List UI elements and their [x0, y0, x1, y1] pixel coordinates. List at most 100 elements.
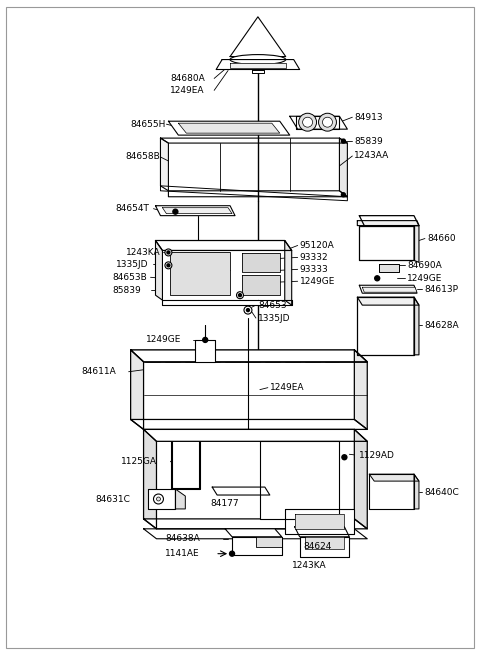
Polygon shape [295, 514, 344, 529]
Polygon shape [357, 297, 419, 305]
Polygon shape [156, 240, 292, 250]
Text: 84653B: 84653B [113, 272, 147, 282]
Polygon shape [354, 430, 367, 529]
Polygon shape [357, 297, 414, 355]
Circle shape [302, 117, 312, 127]
Polygon shape [212, 487, 270, 495]
Circle shape [165, 249, 172, 256]
Text: 84660: 84660 [427, 234, 456, 243]
Polygon shape [162, 208, 232, 214]
Polygon shape [168, 121, 290, 135]
Text: 1141AE: 1141AE [166, 549, 200, 558]
Polygon shape [260, 441, 339, 519]
Text: 84638A: 84638A [166, 534, 200, 543]
Circle shape [156, 497, 160, 501]
Polygon shape [225, 529, 282, 537]
Polygon shape [175, 489, 185, 509]
Text: 1249GE: 1249GE [145, 335, 181, 345]
Circle shape [246, 309, 250, 312]
Polygon shape [296, 116, 339, 129]
Circle shape [341, 193, 346, 196]
Circle shape [229, 552, 235, 556]
Text: 85839: 85839 [113, 286, 142, 295]
Text: 84624: 84624 [303, 542, 332, 552]
Polygon shape [360, 225, 414, 261]
Polygon shape [242, 253, 280, 272]
Text: 1129AD: 1129AD [360, 451, 395, 460]
Polygon shape [369, 474, 414, 509]
Ellipse shape [230, 54, 286, 65]
Text: 85839: 85839 [354, 137, 383, 145]
Polygon shape [144, 430, 156, 529]
Polygon shape [362, 288, 417, 292]
Text: 84613P: 84613P [424, 285, 458, 293]
Polygon shape [168, 191, 348, 196]
Circle shape [341, 139, 346, 143]
Polygon shape [170, 252, 230, 295]
Text: 84913: 84913 [354, 113, 383, 122]
Polygon shape [160, 186, 348, 200]
Circle shape [342, 455, 347, 460]
Polygon shape [144, 519, 367, 529]
Text: 1335JD: 1335JD [116, 260, 148, 269]
Polygon shape [162, 300, 292, 305]
Polygon shape [357, 221, 419, 225]
Text: 1243KA: 1243KA [126, 248, 160, 257]
Polygon shape [232, 537, 282, 555]
Polygon shape [216, 60, 300, 69]
Circle shape [239, 293, 241, 297]
Polygon shape [252, 69, 264, 73]
Circle shape [244, 306, 252, 314]
Text: 1249GE: 1249GE [300, 277, 335, 286]
Polygon shape [360, 215, 419, 225]
Circle shape [167, 251, 170, 254]
Text: 84655H: 84655H [131, 120, 166, 128]
Circle shape [299, 113, 316, 131]
Polygon shape [242, 275, 280, 295]
Circle shape [154, 494, 164, 504]
Polygon shape [160, 138, 168, 191]
Text: 84653: 84653 [258, 301, 287, 310]
Text: 1243AA: 1243AA [354, 151, 390, 160]
Polygon shape [179, 123, 280, 133]
Polygon shape [300, 537, 349, 557]
Text: 84177: 84177 [211, 500, 240, 508]
Text: 93332: 93332 [300, 253, 328, 262]
Polygon shape [131, 350, 144, 430]
Polygon shape [156, 240, 162, 300]
Polygon shape [147, 489, 175, 509]
Circle shape [323, 117, 333, 127]
Polygon shape [295, 527, 349, 537]
Polygon shape [285, 509, 354, 534]
Text: 84680A: 84680A [170, 74, 205, 83]
Polygon shape [160, 138, 348, 143]
Polygon shape [290, 116, 348, 129]
Text: 84690A: 84690A [407, 261, 442, 270]
Text: 1249EA: 1249EA [270, 383, 304, 392]
Polygon shape [369, 474, 419, 481]
Circle shape [165, 262, 172, 269]
Text: 84658B: 84658B [126, 153, 160, 162]
Polygon shape [156, 206, 235, 215]
Text: 1249GE: 1249GE [407, 274, 443, 283]
Text: 84654T: 84654T [116, 204, 150, 213]
Text: 1243KA: 1243KA [292, 561, 327, 570]
Polygon shape [230, 62, 286, 67]
Polygon shape [131, 350, 367, 362]
Text: 1249EA: 1249EA [170, 86, 205, 95]
Text: 84640C: 84640C [424, 487, 459, 496]
Text: 93333: 93333 [300, 265, 328, 274]
Polygon shape [354, 350, 367, 430]
Text: 84628A: 84628A [424, 320, 458, 329]
Text: 84631C: 84631C [96, 495, 131, 504]
Circle shape [237, 291, 243, 299]
Text: 95120A: 95120A [300, 241, 335, 250]
Text: 1125GA: 1125GA [120, 457, 156, 466]
Text: 1335JD: 1335JD [258, 314, 290, 322]
Circle shape [375, 276, 380, 281]
Circle shape [167, 264, 170, 267]
Polygon shape [285, 240, 292, 305]
Polygon shape [339, 138, 348, 196]
Polygon shape [230, 17, 286, 56]
Polygon shape [414, 474, 419, 509]
